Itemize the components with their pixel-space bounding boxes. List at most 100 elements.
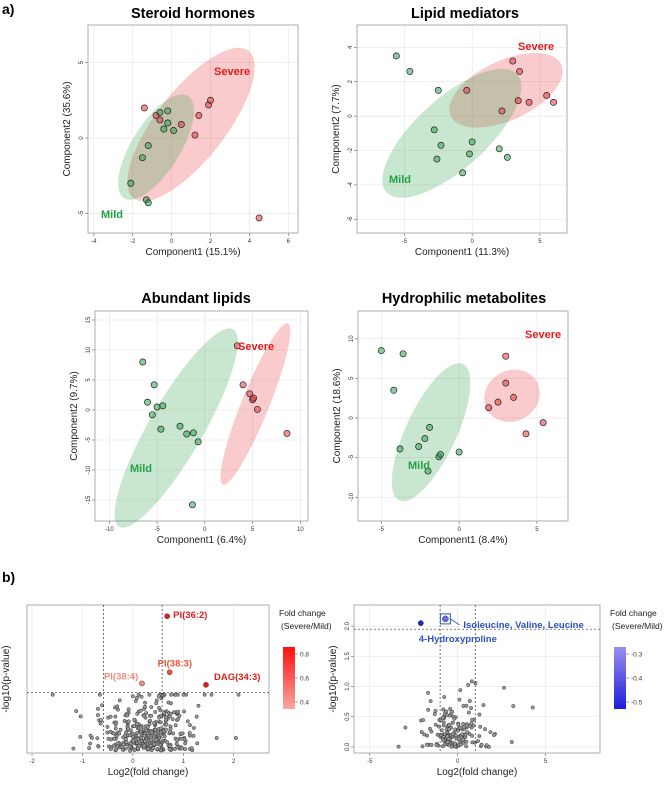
volcano-point [441,738,446,743]
volcano-point [434,743,439,747]
legend-tick-label: -0.5 [631,700,643,707]
plots-container: -4 -2 0 2 4 6 -5 0 5 Component1 (15.1%) Component2… [1,6,663,778]
y-tick-label: 0.0 [345,742,351,751]
x-tick-label: 0 [131,759,135,765]
volcano-point [135,730,139,735]
gridlines [95,311,308,521]
volcano-point [149,730,154,735]
gridlines [357,25,567,233]
volcano-point [481,703,486,708]
data-point-mild [164,119,172,127]
chart-3: -10 -5 0 5 10 -15 -10 -5 0 5 10 15 Component1 (6.4%)… [69,291,309,546]
y-tick-label: -5 [349,454,355,460]
volcano-point [164,722,169,727]
volcano-point [153,727,158,732]
volcano-point [115,741,120,746]
volcano-point [170,717,175,722]
data-point-severe [539,419,547,427]
data-point-mild [390,386,398,394]
data-point-severe [207,96,214,104]
volcano-point [149,737,154,742]
volcano-point [130,694,135,699]
data-point-severe [156,116,164,124]
y-tick-label: -15 [86,495,92,504]
volcano-point [149,705,154,710]
volcano-point [131,739,136,744]
volcano-point [195,741,200,746]
volcano-point [126,719,131,724]
volcano-point [191,733,196,738]
volcano-point [447,727,452,732]
data-point-mild [455,448,463,456]
x-tick-label: -5 [402,239,408,245]
volcano-point [454,733,458,738]
chart-6: -5 0 5 0.0 0.5 1.0 1.5 2.0 Log2(fold change) -log… [328,604,663,778]
x-tick-label: 10 [297,527,304,533]
chart-2: -5 0 5 -6 -4 -2 0 2 4 Component1 (11.3%) Component… [331,6,568,258]
data-point-mild [144,142,152,150]
volcano-point [143,700,147,705]
highlight-point [139,680,145,687]
volcano-point [139,725,144,730]
volcano-point [142,743,147,748]
data-point-mild [392,52,400,60]
volcano-point [113,726,118,731]
data-point-mild [437,141,445,149]
data-point-mild [127,179,135,187]
x-axis-label: Log2(fold change) [108,767,189,778]
volcano-point [136,737,141,742]
legend-tick-label: -0.3 [631,652,643,659]
volcano-point [426,707,431,712]
volcano-point [476,739,480,743]
volcano-point [175,738,180,743]
volcano-point [181,692,186,697]
volcano-point [469,721,474,726]
legend-colorbar [283,647,295,709]
data-point-severe [191,131,199,139]
y-tick-label: -4 [348,182,354,188]
volcano-point [530,705,535,710]
volcano-point [511,704,516,709]
volcano-point [78,714,83,719]
volcano-point [87,746,92,751]
volcano-point [233,736,238,740]
data-point-severe [543,92,551,99]
volcano-point [444,709,449,714]
volcano-point [425,742,429,747]
volcano-points [50,692,241,753]
highlight-leader [450,618,460,626]
volcano-point [96,706,100,711]
volcano-point [50,692,55,697]
data-point-mild [433,155,441,163]
volcano-point [157,715,162,720]
volcano-point [88,741,93,746]
data-point-mild [503,153,511,161]
volcano-point [491,733,496,738]
y-tick-label: 1.5 [345,652,351,661]
legend-subtitle: (Severe/Mild) [612,621,663,631]
x-axis-label: Component1 (8.4%) [418,535,508,546]
volcano-point [127,744,132,749]
confidence-ellipse-mild [382,68,522,198]
x-tick-label: -4 [91,239,97,245]
data-point-severe [485,404,493,412]
volcano-point [459,742,463,747]
volcano-point [147,692,152,697]
volcano-point [458,725,463,730]
volcano-point [136,692,141,697]
data-point-mild [160,125,168,133]
volcano-point [161,710,166,715]
x-axis-label: Component1 (6.4%) [157,535,247,546]
volcano-point [138,708,143,713]
data-point-severe [502,379,510,387]
volcano-point [158,726,163,731]
x-tick-label: 1 [182,759,186,765]
volcano-point [128,728,133,733]
volcano-point [194,714,199,719]
data-point-mild [159,402,167,410]
volcano-point [118,727,123,732]
volcano-point [469,679,474,684]
volcano-point [452,716,457,721]
x-tick-label: 2 [232,759,236,765]
volcano-point [202,692,207,697]
